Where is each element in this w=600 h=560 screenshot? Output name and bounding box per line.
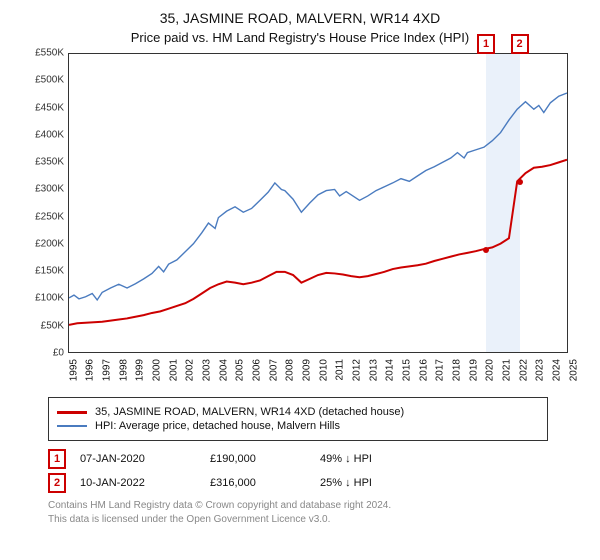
legend-label: HPI: Average price, detached house, Malv… [95, 420, 340, 432]
price-marker-dot [517, 179, 523, 185]
series-line [69, 160, 567, 325]
y-tick-label: £200K [20, 238, 64, 249]
x-tick-label: 2002 [185, 359, 196, 381]
event-row: 2 10-JAN-2022£316,00025% ↓ HPI [48, 473, 548, 493]
legend-swatch [57, 411, 87, 414]
x-tick-label: 2017 [435, 359, 446, 381]
x-tick-label: 2003 [201, 359, 212, 381]
chart-address-title: 35, JASMINE ROAD, MALVERN, WR14 4XD [0, 10, 600, 26]
y-tick-label: £100K [20, 293, 64, 304]
price-marker-dot [483, 247, 489, 253]
x-tick-label: 2021 [501, 359, 512, 381]
legend-label: 35, JASMINE ROAD, MALVERN, WR14 4XD (det… [95, 406, 404, 418]
legend-row: HPI: Average price, detached house, Malv… [57, 420, 539, 432]
x-tick-label: 2013 [368, 359, 379, 381]
x-tick-label: 1996 [85, 359, 96, 381]
legend-swatch [57, 425, 87, 427]
attribution-footer: Contains HM Land Registry data © Crown c… [48, 499, 548, 527]
series-line [69, 93, 567, 300]
price-events-table: 1 07-JAN-2020£190,00049% ↓ HPI 2 10-JAN-202… [48, 449, 548, 493]
y-tick-label: £0 [20, 348, 64, 359]
event-date: 07-JAN-2020 [80, 453, 210, 465]
x-tick-label: 2024 [551, 359, 562, 381]
y-tick-label: £250K [20, 211, 64, 222]
event-price: £316,000 [210, 477, 320, 489]
x-tick-label: 2020 [485, 359, 496, 381]
x-tick-label: 2004 [218, 359, 229, 381]
price-marker-label: 1 [477, 34, 495, 54]
legend: 35, JASMINE ROAD, MALVERN, WR14 4XD (det… [48, 397, 548, 441]
x-tick-label: 2023 [535, 359, 546, 381]
x-tick-label: 2007 [268, 359, 279, 381]
y-tick-label: £300K [20, 184, 64, 195]
x-tick-label: 2015 [401, 359, 412, 381]
x-tick-label: 2012 [351, 359, 362, 381]
y-tick-label: £400K [20, 129, 64, 140]
event-hpi-delta: 25% ↓ HPI [320, 477, 440, 489]
x-tick-label: 2014 [385, 359, 396, 381]
x-tick-label: 2000 [151, 359, 162, 381]
event-date: 10-JAN-2022 [80, 477, 210, 489]
y-tick-label: £350K [20, 157, 64, 168]
event-hpi-delta: 49% ↓ HPI [320, 453, 440, 465]
y-tick-label: £550K [20, 48, 64, 59]
x-tick-label: 1998 [118, 359, 129, 381]
plot-box: 12 [68, 53, 568, 353]
x-tick-label: 2025 [568, 359, 579, 381]
price-marker-label: 2 [511, 34, 529, 54]
x-tick-label: 2018 [451, 359, 462, 381]
legend-row: 35, JASMINE ROAD, MALVERN, WR14 4XD (det… [57, 406, 539, 418]
event-price: £190,000 [210, 453, 320, 465]
y-tick-label: £150K [20, 266, 64, 277]
plot-area: 12 £0 £50K £100K £150K £200K £250K £300K £350K £… [20, 53, 580, 393]
x-tick-label: 1997 [101, 359, 112, 381]
x-tick-label: 2001 [168, 359, 179, 381]
y-tick-label: £50K [20, 320, 64, 331]
y-tick-label: £500K [20, 75, 64, 86]
y-tick-label: £450K [20, 102, 64, 113]
footer-line: This data is licensed under the Open Gov… [48, 513, 548, 527]
x-tick-label: 2005 [235, 359, 246, 381]
x-tick-label: 2019 [468, 359, 479, 381]
event-row: 1 07-JAN-2020£190,00049% ↓ HPI [48, 449, 548, 469]
x-tick-label: 1999 [135, 359, 146, 381]
x-tick-label: 2008 [285, 359, 296, 381]
event-index-box: 1 [48, 449, 66, 469]
x-tick-label: 2006 [251, 359, 262, 381]
x-tick-label: 2011 [335, 359, 346, 381]
x-tick-label: 1995 [68, 359, 79, 381]
x-tick-label: 2022 [518, 359, 529, 381]
footer-line: Contains HM Land Registry data © Crown c… [48, 499, 548, 513]
x-tick-label: 2009 [301, 359, 312, 381]
event-index-box: 2 [48, 473, 66, 493]
x-tick-label: 2010 [318, 359, 329, 381]
x-tick-label: 2016 [418, 359, 429, 381]
